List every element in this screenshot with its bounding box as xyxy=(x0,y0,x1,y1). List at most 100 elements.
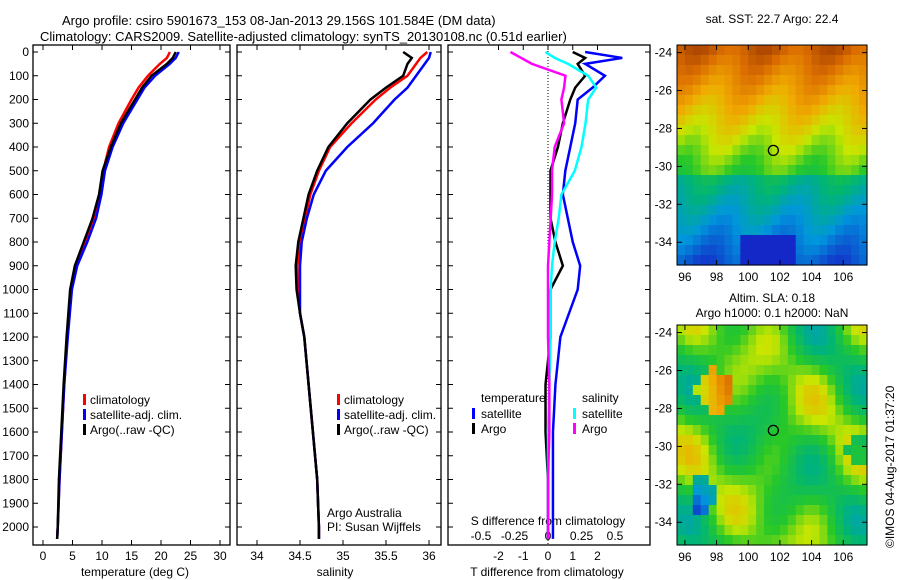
map-cell xyxy=(764,195,773,206)
map-cell xyxy=(700,535,710,546)
map-cell xyxy=(779,175,789,186)
map-cell xyxy=(724,255,734,266)
map-cell xyxy=(819,215,829,226)
map-cell xyxy=(772,55,781,66)
map-cell xyxy=(692,45,702,56)
map-cell xyxy=(724,75,734,86)
map-frame xyxy=(676,324,868,546)
map-cell xyxy=(677,175,686,186)
x-tick-label: 35 xyxy=(336,549,350,563)
map-cell xyxy=(700,85,710,96)
map-cell xyxy=(772,155,781,166)
map-cell xyxy=(732,425,741,436)
map-cell xyxy=(732,195,741,206)
map-cell xyxy=(819,105,829,116)
x-tick-label: 35.5 xyxy=(374,549,398,563)
map-cell xyxy=(756,185,765,196)
map-cell xyxy=(748,245,757,256)
map-cell xyxy=(716,325,726,336)
map-cell xyxy=(700,205,710,216)
map-cell xyxy=(764,525,773,536)
map-cell xyxy=(779,85,789,96)
map-cell xyxy=(811,455,821,466)
map-cell xyxy=(748,365,757,376)
map-cell xyxy=(684,385,694,396)
map-cell xyxy=(684,105,694,116)
map-cell xyxy=(684,225,694,236)
map-cell xyxy=(803,505,813,516)
map-cell xyxy=(811,325,821,336)
map-cell xyxy=(843,505,852,516)
map-cell xyxy=(795,535,805,546)
map-cell xyxy=(772,165,781,176)
map-cell xyxy=(843,195,852,206)
map-cell xyxy=(843,455,852,466)
map-cell xyxy=(732,235,741,246)
map-cell xyxy=(677,195,686,206)
map-cell xyxy=(803,495,813,506)
map-cell xyxy=(748,225,757,236)
map-cell xyxy=(819,365,829,376)
map-cell xyxy=(740,345,749,356)
map-cell xyxy=(819,185,829,196)
map-cell xyxy=(748,85,757,96)
map-cell xyxy=(827,505,836,516)
map-cell xyxy=(748,335,757,346)
map-cell xyxy=(724,165,734,176)
map-cell xyxy=(692,435,702,446)
map-cell xyxy=(811,535,821,546)
map-cell xyxy=(772,395,781,406)
map-cell xyxy=(827,485,836,496)
legend-swatch xyxy=(472,423,475,434)
map-cell xyxy=(692,215,702,226)
map-cell xyxy=(748,65,757,76)
map-cell xyxy=(692,465,702,476)
map-cell xyxy=(684,515,694,526)
map-cell xyxy=(843,115,852,126)
map-cell xyxy=(859,155,868,166)
map-cell xyxy=(748,405,757,416)
map-cell xyxy=(700,45,710,56)
map-cell xyxy=(740,105,749,116)
map-cell xyxy=(756,475,765,486)
map-cell xyxy=(795,165,805,176)
map-cell xyxy=(756,105,765,116)
map-cell xyxy=(795,415,805,426)
map-cell xyxy=(724,365,734,376)
x-tick-label: 1 xyxy=(569,549,576,563)
map-cell xyxy=(803,385,813,396)
map-cell xyxy=(677,55,686,66)
map-cell xyxy=(843,65,852,76)
map-cell xyxy=(795,375,805,386)
map-cell xyxy=(677,355,686,366)
map-cell xyxy=(851,335,860,346)
map-cell xyxy=(859,195,868,206)
map-cell xyxy=(740,115,749,126)
map-cell xyxy=(787,75,797,86)
map-cell xyxy=(756,455,765,466)
map-cell xyxy=(851,125,860,136)
map-cell xyxy=(700,375,710,386)
map-cell xyxy=(748,445,757,456)
map-cell xyxy=(795,355,805,366)
map-cell xyxy=(692,105,702,116)
map-cell xyxy=(677,385,686,396)
map-cell xyxy=(724,135,734,146)
map-cell xyxy=(756,535,765,546)
map-cell xyxy=(700,515,710,526)
map-cell xyxy=(819,75,829,86)
map-cell xyxy=(764,475,773,486)
map-cell xyxy=(859,355,868,366)
map-cell xyxy=(787,105,797,116)
map-cell xyxy=(772,135,781,146)
map-cell xyxy=(827,165,836,176)
map-cell xyxy=(835,375,844,386)
map-cell xyxy=(819,505,829,516)
map-cell xyxy=(764,325,773,336)
map-cell xyxy=(692,395,702,406)
map-cell xyxy=(684,45,694,56)
map-cell xyxy=(851,95,860,106)
map-cell xyxy=(835,515,844,526)
map-cell xyxy=(756,405,765,416)
map-cell xyxy=(827,515,836,526)
